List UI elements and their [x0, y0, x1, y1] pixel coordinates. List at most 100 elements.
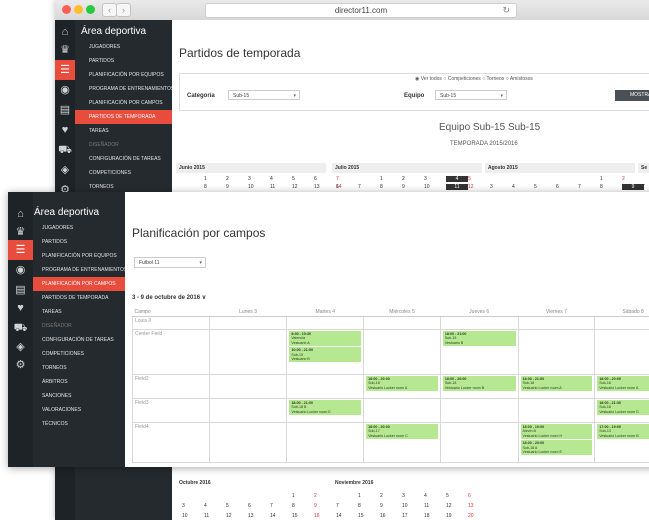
- radio-ver-todos[interactable]: ◉ Ver todos: [415, 76, 442, 82]
- menu-item-sanciones[interactable]: SANCIONES: [42, 393, 72, 399]
- binoculars-icon[interactable]: ◉: [15, 264, 26, 276]
- menu-item-disenador[interactable]: DISEÑADOR: [42, 323, 72, 329]
- document-icon[interactable]: ▤: [59, 104, 71, 116]
- ambulance-icon[interactable]: ⛟: [58, 144, 72, 156]
- menu-item-torneos[interactable]: TORNEOS: [89, 184, 114, 190]
- address-bar[interactable]: director11.com ↻: [205, 3, 517, 18]
- team-icon[interactable]: ♛: [60, 44, 70, 56]
- menu-item-partidos-temporada[interactable]: PARTIDOS DE TEMPORADA: [75, 110, 172, 124]
- home-icon[interactable]: ⌂: [61, 26, 69, 38]
- equipo-select[interactable]: Sub-15 ▾: [435, 90, 507, 100]
- gear-icon[interactable]: ⚙: [15, 359, 26, 371]
- menu-item-planificacion-campos[interactable]: PLANIFICACIÓN POR CAMPOS: [89, 100, 163, 106]
- ambulance-icon[interactable]: ⛟: [13, 322, 28, 334]
- menu-item-planificacion-equipos[interactable]: PLANIFICACIÓN POR EQUIPOS: [42, 253, 117, 259]
- menu-item-arbitros[interactable]: ÁRBITROS: [42, 379, 68, 385]
- menu-item-tareas[interactable]: TAREAS: [89, 128, 109, 134]
- menu-item-tecnicos[interactable]: TÉCNICOS: [42, 421, 68, 427]
- menu-item-competiciones[interactable]: COMPETICIONES: [89, 170, 131, 176]
- radio-torneos[interactable]: ○ Torneos: [482, 76, 505, 82]
- shield-icon[interactable]: ◈: [60, 164, 70, 176]
- menu-item-competiciones[interactable]: COMPETICIONES: [42, 351, 84, 357]
- booking-event[interactable]: 18:00 - 21:00 Sub-18 B Vestuario Locker ro…: [289, 400, 362, 416]
- schedule-cell[interactable]: 18:00 - 19:00 Alevín B Vestuario Locker ro…: [517, 422, 596, 463]
- booking-event[interactable]: 18:00 - 21:30 Sub-18 Vestuario Locker room…: [597, 400, 649, 416]
- booking-event[interactable]: 18:00 - 21:00 Sub-15 Vestuario B: [442, 331, 516, 347]
- menu-item-partidos[interactable]: PARTIDOS: [42, 239, 68, 245]
- menu-item-valoraciones[interactable]: VALORACIONES: [42, 407, 82, 413]
- team-icon[interactable]: ♛: [15, 226, 26, 238]
- binoculars-icon[interactable]: ◉: [60, 84, 70, 96]
- booking-event[interactable]: 8:30 - 10:30 Valencia Vestuario A: [289, 331, 362, 347]
- menu-item-jugadores[interactable]: JUGADORES: [89, 44, 121, 50]
- schedule-cell[interactable]: 18:00 - 20:00 Sub-18 Vestuario Locker room…: [363, 374, 441, 399]
- menu-item-configuracion-tareas[interactable]: CONFIGURACIÓN DE TAREAS: [42, 337, 114, 343]
- week-selector[interactable]: 3 - 9 de octubre de 2016 ∨: [132, 295, 207, 301]
- clipboard-icon[interactable]: ☰: [55, 60, 75, 80]
- booking-event[interactable]: 18:00 - 20:00 Sub-17 Vestuario Locker room…: [366, 424, 438, 440]
- schedule-cell[interactable]: [363, 329, 441, 375]
- schedule-cell[interactable]: 18:00 - 21:00 Sub-18 Vestuario Locker room…: [517, 374, 596, 399]
- schedule-cell[interactable]: [208, 329, 288, 375]
- menu-item-partidos-temporada[interactable]: PARTIDOS DE TEMPORADA: [42, 295, 109, 301]
- reload-icon[interactable]: ↻: [502, 5, 510, 15]
- schedule-cell[interactable]: [363, 316, 441, 330]
- booking-event[interactable]: 10:00 - 21:00 Sub-15 Vestuario B: [289, 347, 362, 363]
- menu-item-torneos[interactable]: TORNEOS: [42, 365, 67, 371]
- schedule-cell[interactable]: [286, 316, 365, 330]
- minimize-window-button[interactable]: [74, 5, 83, 14]
- schedule-cell[interactable]: [208, 374, 288, 399]
- home-icon[interactable]: ⌂: [17, 208, 24, 220]
- schedule-cell[interactable]: [208, 316, 288, 330]
- menu-item-jugadores[interactable]: JUGADORES: [42, 225, 74, 231]
- schedule-cell[interactable]: [439, 422, 519, 463]
- document-icon[interactable]: ▤: [15, 284, 26, 296]
- schedule-cell[interactable]: [286, 422, 365, 463]
- heartbeat-icon[interactable]: ♥: [17, 302, 24, 314]
- menu-item-configuracion-tareas[interactable]: CONFIGURACIÓN DE TAREAS: [89, 156, 161, 162]
- schedule-cell[interactable]: 8:30 - 10:30 Valencia Vestuario A 10:00 - 2…: [286, 329, 365, 375]
- booking-event[interactable]: 18:00 - 20:00 Sub-18 Vestuario Locker room…: [366, 376, 438, 392]
- schedule-cell[interactable]: [439, 316, 519, 330]
- schedule-cell[interactable]: [594, 329, 649, 375]
- booking-event[interactable]: 18:00 - 21:00 Sub-18 Vestuario Locker room…: [520, 376, 593, 392]
- menu-item-programa-entrenamientos[interactable]: PROGRAMA DE ENTRENAMIENTOS: [89, 86, 172, 92]
- booking-event[interactable]: 17:00 - 19:00 Sub-13 Vestuario Locker room…: [597, 424, 649, 440]
- menu-item-partidos[interactable]: PARTIDOS: [89, 58, 115, 64]
- zoom-window-button[interactable]: [86, 5, 95, 14]
- schedule-cell[interactable]: [363, 398, 441, 423]
- forward-nav-button[interactable]: ›: [116, 3, 131, 17]
- field-type-select[interactable]: Futbol 11 ▾: [134, 257, 206, 268]
- clipboard-icon[interactable]: ☰: [8, 240, 33, 260]
- heartbeat-icon[interactable]: ♥: [61, 124, 69, 136]
- menu-item-disenador[interactable]: DISEÑADOR: [89, 142, 119, 148]
- close-window-button[interactable]: [62, 5, 71, 14]
- menu-item-tareas[interactable]: TAREAS: [42, 309, 62, 315]
- menu-item-planificacion-equipos[interactable]: PLANIFICACIÓN POR EQUIPOS: [89, 72, 164, 78]
- schedule-cell[interactable]: [517, 316, 596, 330]
- schedule-cell[interactable]: [439, 398, 519, 423]
- schedule-cell[interactable]: 18:00 - 21:30 Sub-18 Vestuario Locker room…: [594, 398, 649, 423]
- radio-competiciones[interactable]: ○ Competiciones: [443, 76, 481, 82]
- schedule-cell[interactable]: [594, 316, 649, 330]
- menu-item-programa-entrenamientos[interactable]: PROGRAMA DE ENTRENAMIENTOS: [42, 267, 125, 273]
- booking-event[interactable]: 18:00 - 19:00 Alevín B Vestuario Locker ro…: [520, 424, 593, 440]
- schedule-cell[interactable]: 18:00 - 20:00 Sub-18 Vestuario Locker room…: [594, 374, 649, 399]
- shield-icon[interactable]: ◈: [16, 341, 25, 353]
- show-button[interactable]: MOSTRAR: [615, 90, 649, 101]
- gear-icon[interactable]: ⚙: [60, 184, 70, 196]
- schedule-cell[interactable]: [286, 374, 365, 399]
- booking-event[interactable]: 18:00 - 20:00 Sub-18 A Vestuario Locker ro…: [520, 440, 593, 456]
- radio-amistosos[interactable]: ○ Amistosos: [505, 76, 533, 82]
- categoria-select[interactable]: Sub-15 ▾: [228, 90, 300, 100]
- schedule-cell[interactable]: 18:00 - 20:00 Sub-18 Vestuario Locker room…: [439, 374, 519, 399]
- schedule-cell[interactable]: [517, 398, 596, 423]
- booking-event[interactable]: 18:00 - 20:00 Sub-18 Vestuario Locker room…: [597, 376, 649, 392]
- schedule-cell[interactable]: [208, 398, 288, 423]
- schedule-cell[interactable]: 18:00 - 21:00 Sub-18 B Vestuario Locker ro…: [286, 398, 365, 423]
- schedule-cell[interactable]: [208, 422, 288, 463]
- booking-event[interactable]: 18:00 - 20:00 Sub-18 Vestuario Locker room…: [442, 376, 516, 392]
- schedule-cell[interactable]: 18:00 - 21:00 Sub-15 Vestuario B: [439, 329, 519, 375]
- back-nav-button[interactable]: ‹: [102, 3, 117, 17]
- filter-radio-group[interactable]: ◉ Ver todos ○ Competiciones ○ Torneos ○ …: [415, 76, 533, 82]
